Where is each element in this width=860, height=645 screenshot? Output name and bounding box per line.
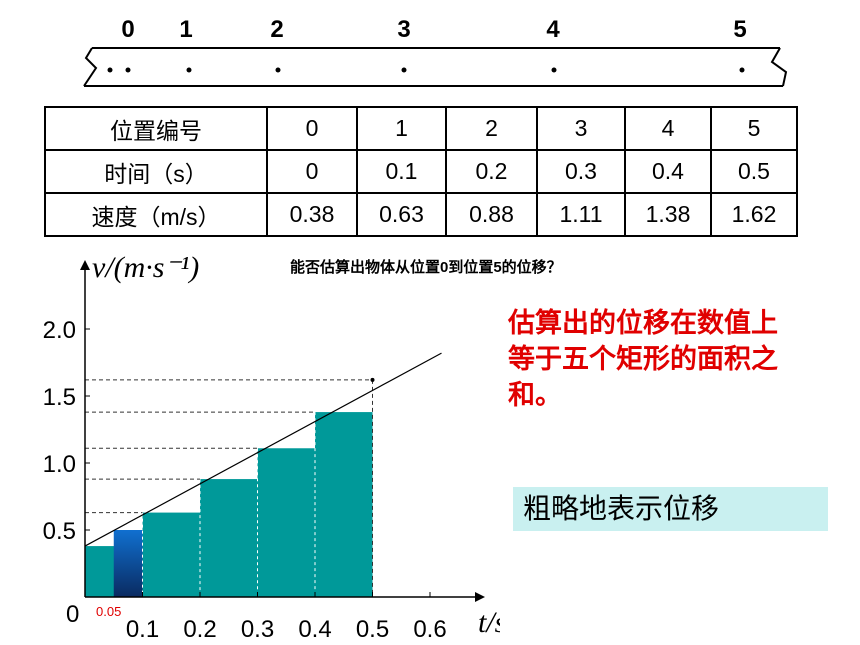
tape-dot [186, 67, 192, 73]
tape-dot [401, 67, 407, 73]
row-header: 位置编号 [44, 106, 268, 151]
table-row: 速度（m/s） 0.38 0.63 0.88 1.11 1.38 1.62 [44, 192, 798, 237]
tape-dot [107, 67, 113, 73]
ticker-tape [83, 47, 788, 87]
row-header: 速度（m/s） [44, 192, 268, 237]
x-tick-label: 0.2 [183, 616, 216, 643]
data-table: 位置编号 0 1 2 3 4 5 时间（s） 0 0.1 0.2 0.3 0.4… [44, 106, 798, 237]
velocity-rect [200, 479, 258, 597]
table-cell: 0.88 [445, 192, 538, 237]
table-cell: 0.5 [710, 149, 798, 194]
x-tick-label: 0.3 [241, 616, 274, 643]
tape-dot [125, 67, 131, 73]
velocity-line [84, 352, 442, 547]
tape-dot [275, 67, 281, 73]
table-cell: 4 [624, 106, 712, 151]
table-cell: 0.2 [445, 149, 538, 194]
half-step-label: 0.05 [96, 604, 121, 619]
table-cell: 2 [445, 106, 538, 151]
velocity-time-chart: 0.5 1.0 1.5 2.0 0.1 0.2 0.3 0.4 0.5 0.6 v/(m·s⁻¹)… [43, 251, 500, 643]
rough-label-box: 粗略地表示位移 [513, 487, 828, 531]
x-axis-label: t/s [478, 606, 500, 639]
x-axis-arrow [475, 592, 485, 602]
table-cell: 0 [266, 106, 358, 151]
table-row: 时间（s） 0 0.1 0.2 0.3 0.4 0.5 [44, 149, 798, 194]
table-cell: 0.1 [356, 149, 447, 194]
velocity-rect [257, 448, 315, 597]
y-tick-label: 1.0 [43, 451, 76, 478]
table-cell: 1.11 [536, 192, 626, 237]
guides-layer [85, 379, 373, 597]
table-cell: 5 [710, 106, 798, 151]
table-cell: 0.4 [624, 149, 712, 194]
tape-position-label: 0 [121, 16, 135, 43]
y-tick-label: 1.5 [43, 384, 76, 411]
x-tick-label: 0.5 [356, 616, 389, 643]
velocity-rect [142, 512, 200, 597]
highlight-strip [113, 530, 143, 597]
tape-position-label: 2 [270, 16, 284, 43]
tape-dot [551, 67, 557, 73]
tape-dot [739, 67, 745, 73]
table-cell: 1 [356, 106, 447, 151]
table-cell: 3 [536, 106, 626, 151]
line-layer [84, 352, 442, 547]
endpoint-dot [370, 377, 375, 382]
table-cell: 0.63 [356, 192, 447, 237]
y-axis-label: v/(m·s⁻¹) [92, 251, 199, 284]
red-note: 估算出的位移在数值上等于五个矩形的面积之和。 [508, 308, 778, 410]
tape-position-label: 3 [397, 16, 411, 43]
y-axis-arrow [80, 260, 90, 270]
velocity-rect [315, 412, 373, 597]
origin-label: 0 [66, 601, 79, 628]
x-tick-label: 0.1 [126, 616, 159, 643]
table-cell: 1.38 [624, 192, 712, 237]
tape-position-label: 1 [179, 16, 193, 43]
y-tick-label: 0.5 [43, 518, 76, 545]
tape-left-tear [83, 47, 98, 87]
table-row: 位置编号 0 1 2 3 4 5 [44, 106, 798, 151]
tape-right-tear [770, 47, 788, 87]
question-text: 能否估算出物体从位置0到位置5的位移？ [290, 259, 562, 276]
table-cell: 0.38 [266, 192, 358, 237]
tape-position-label: 5 [733, 16, 747, 43]
ticks-layer: 0.5 1.0 1.5 2.0 0.1 0.2 0.3 0.4 0.5 0.6 [43, 317, 447, 643]
rects-layer [85, 412, 373, 597]
x-tick-label: 0.6 [413, 616, 446, 643]
row-header: 时间（s） [44, 149, 268, 194]
x-tick-label: 0.4 [298, 616, 331, 643]
table-cell: 0 [266, 149, 358, 194]
tape-position-label: 4 [546, 16, 560, 43]
rough-label: 粗略地表示位移 [523, 493, 720, 524]
table-cell: 0.3 [536, 149, 626, 194]
y-tick-label: 2.0 [43, 317, 76, 344]
table-cell: 1.62 [710, 192, 798, 237]
